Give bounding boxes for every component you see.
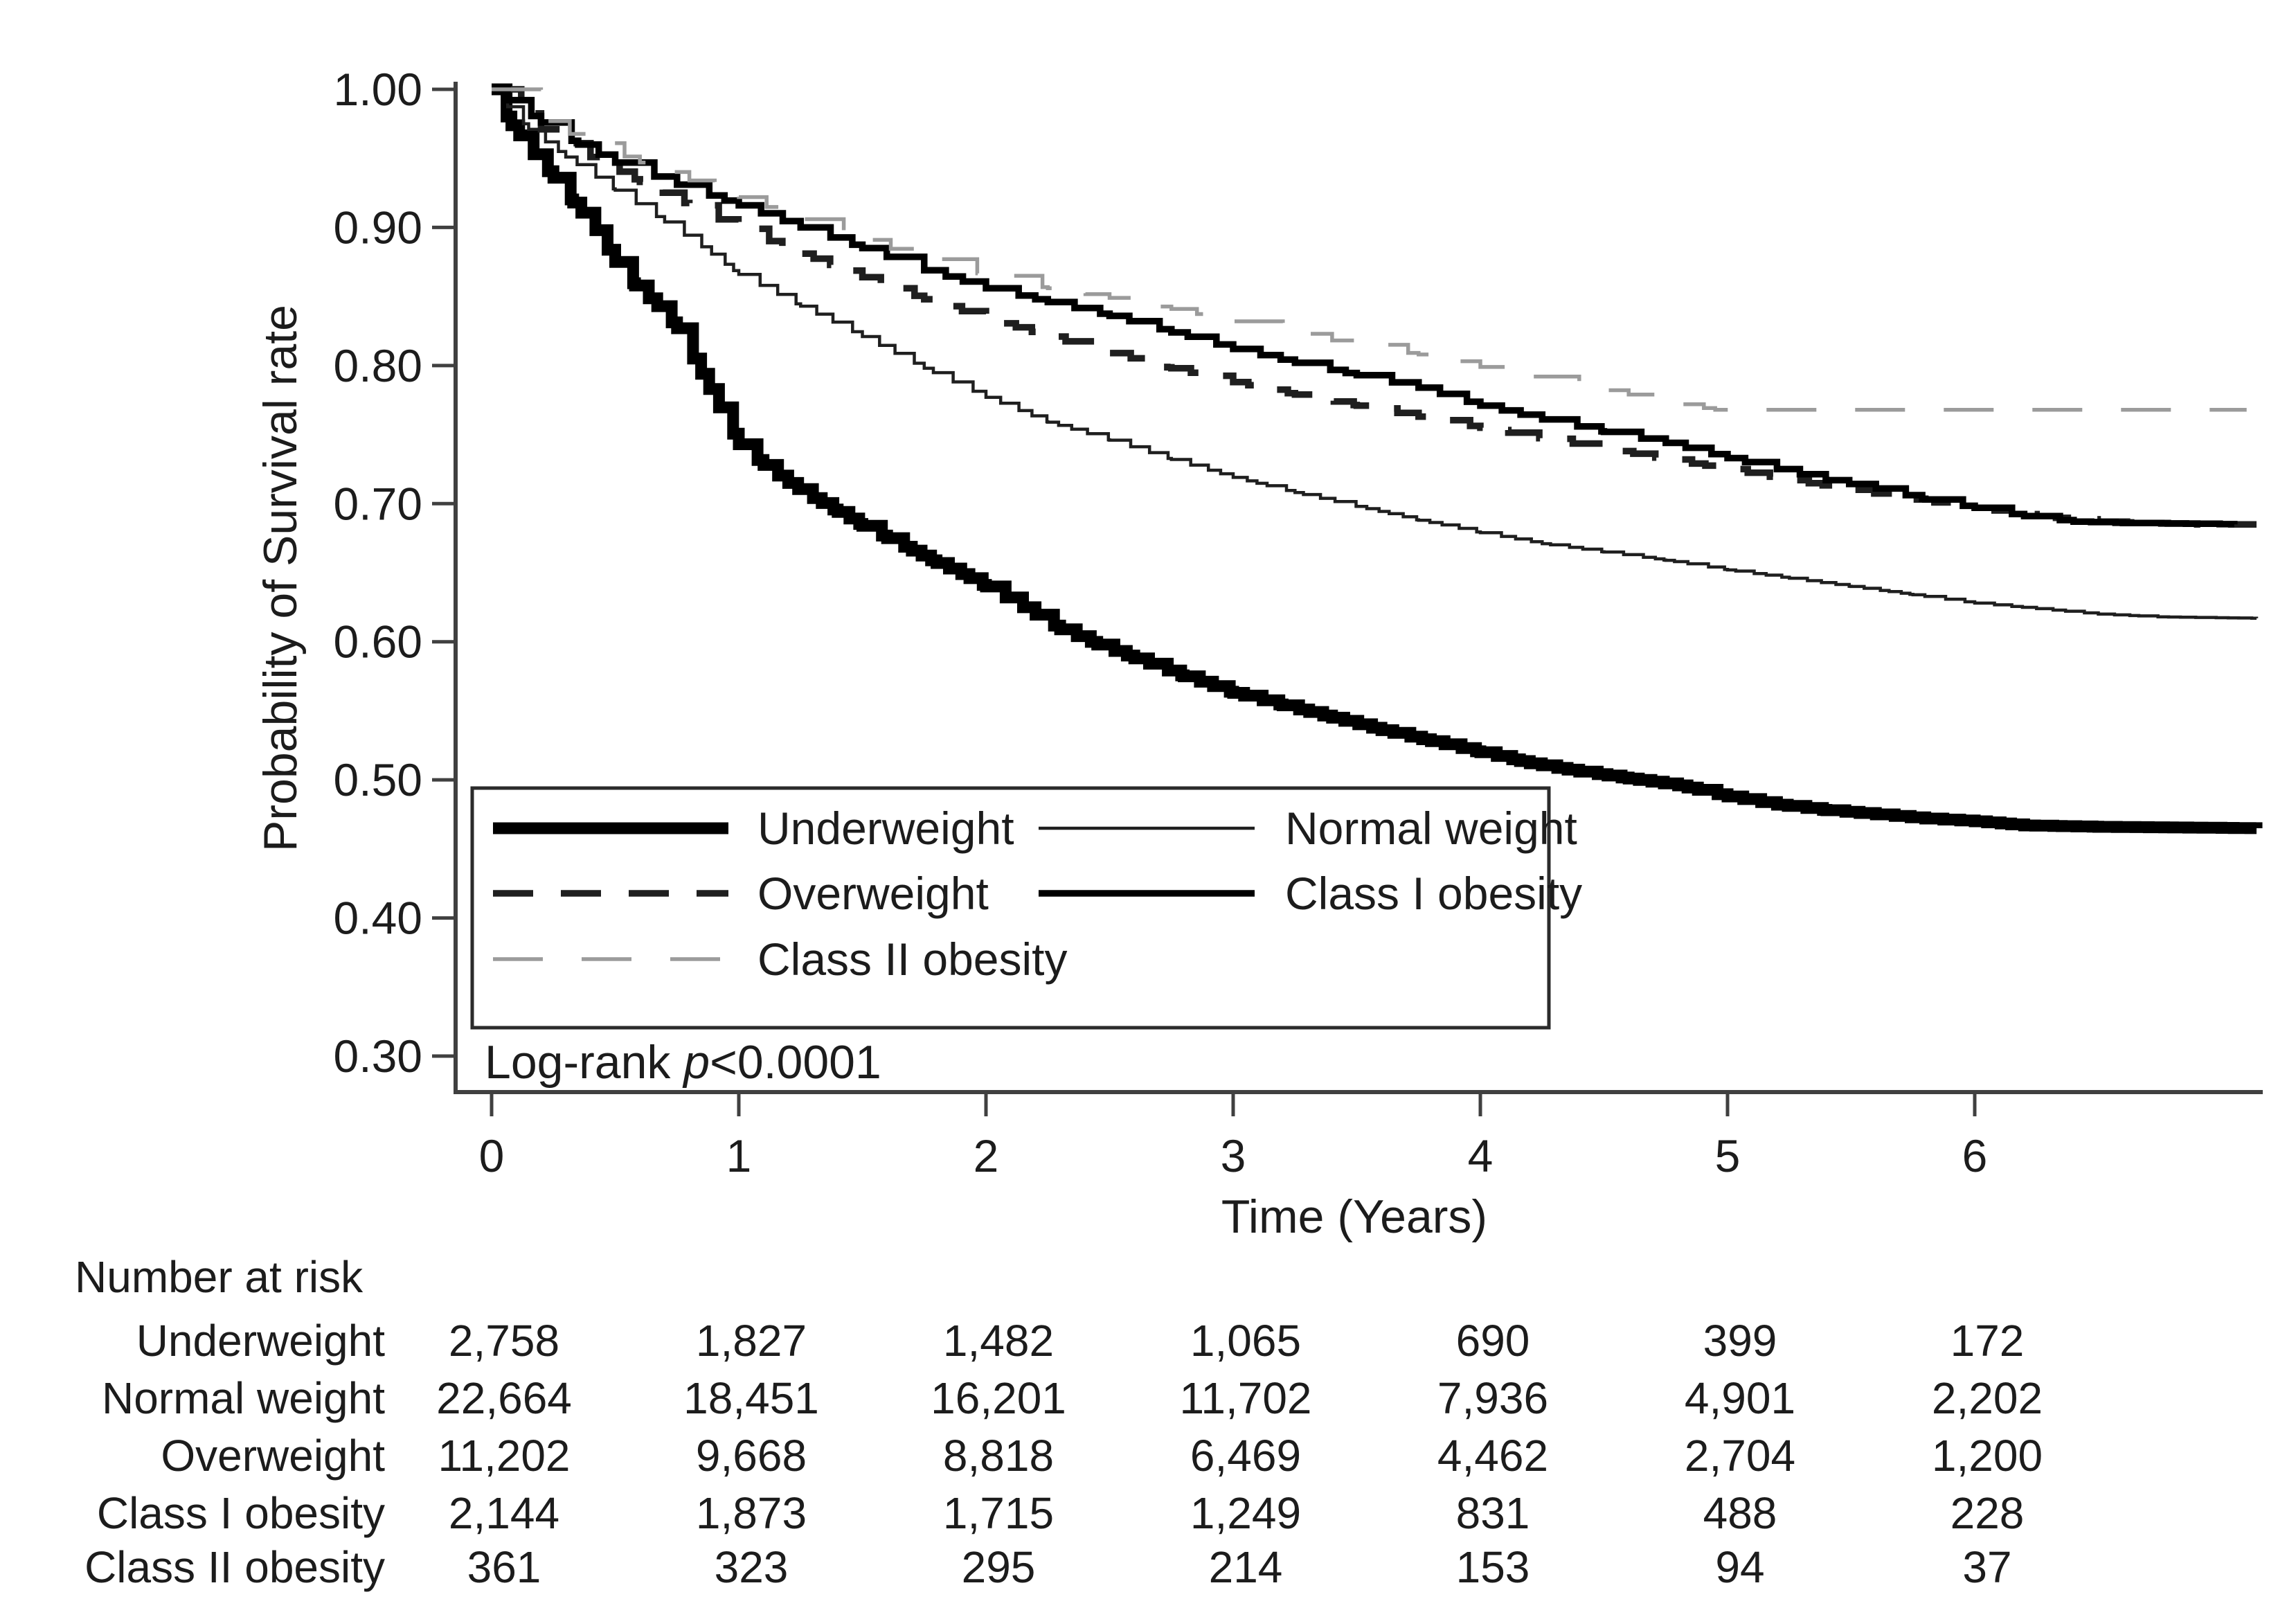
curve-overweight bbox=[492, 86, 2257, 528]
legend-label-class-ii-obesity: Class II obesity bbox=[757, 933, 1068, 985]
risk-value: 11,702 bbox=[1180, 1373, 1312, 1423]
risk-value: 172 bbox=[1950, 1316, 2025, 1366]
risk-value: 153 bbox=[1456, 1542, 1530, 1592]
legend-label-normal-weight: Normal weight bbox=[1285, 803, 1577, 854]
risk-value: 2,704 bbox=[1685, 1431, 1795, 1481]
risk-value: 399 bbox=[1703, 1316, 1777, 1366]
y-tick-label: 1.00 bbox=[334, 64, 422, 115]
risk-value: 94 bbox=[1715, 1542, 1764, 1592]
risk-value: 831 bbox=[1456, 1488, 1530, 1538]
y-tick-label: 0.60 bbox=[334, 616, 422, 668]
risk-value: 1,827 bbox=[696, 1316, 807, 1366]
legend-frame bbox=[470, 786, 1551, 1030]
x-axis-title: Time (Years) bbox=[1221, 1190, 1487, 1243]
risk-value: 4,462 bbox=[1437, 1431, 1548, 1481]
log-rank-annotation: Log-rank p<0.0001 bbox=[485, 1036, 881, 1089]
x-tick-label: 0 bbox=[479, 1130, 505, 1181]
risk-value: 2,758 bbox=[449, 1316, 559, 1366]
y-tick-label: 0.80 bbox=[334, 340, 422, 391]
risk-value: 7,936 bbox=[1437, 1373, 1548, 1423]
risk-value: 4,901 bbox=[1685, 1373, 1795, 1423]
legend-label-class-i-obesity: Class I obesity bbox=[1285, 868, 1582, 919]
risk-value: 488 bbox=[1703, 1488, 1777, 1538]
plot-axes bbox=[454, 82, 2263, 1094]
log-rank-p-italic: p bbox=[682, 1036, 710, 1089]
y-tick-label: 0.90 bbox=[334, 202, 422, 253]
risk-value: 11,202 bbox=[438, 1431, 571, 1481]
risk-value: 361 bbox=[467, 1542, 541, 1592]
risk-value: 1,715 bbox=[943, 1488, 1054, 1538]
risk-value: 37 bbox=[1962, 1542, 2011, 1592]
curve-class-ii-obesity bbox=[492, 87, 2247, 412]
risk-value: 2,202 bbox=[1932, 1373, 2043, 1423]
x-tick-label: 4 bbox=[1468, 1130, 1494, 1181]
y-tick-label: 0.30 bbox=[334, 1030, 422, 1082]
x-tick-label: 2 bbox=[974, 1130, 999, 1181]
risk-value: 1,482 bbox=[943, 1316, 1054, 1366]
curve-underweight bbox=[492, 83, 2263, 834]
x-tick-label: 5 bbox=[1715, 1130, 1741, 1181]
risk-value: 2,144 bbox=[449, 1488, 559, 1538]
risk-row-label-class-i-obesity: Class I obesity bbox=[97, 1488, 385, 1538]
risk-value: 6,469 bbox=[1190, 1431, 1301, 1481]
risk-value: 323 bbox=[715, 1542, 789, 1592]
legend-label-overweight: Overweight bbox=[757, 868, 989, 919]
legend-box: Underweight Normal weight Overweight Class … bbox=[470, 786, 1582, 1030]
log-rank-prefix: Log-rank bbox=[485, 1036, 683, 1089]
curve-class-i-obesity bbox=[492, 86, 2238, 528]
y-axis-title: Probability of Survival rate bbox=[254, 305, 307, 852]
survival-curves bbox=[492, 83, 2263, 834]
x-tick-label: 1 bbox=[726, 1130, 752, 1181]
risk-value: 8,818 bbox=[943, 1431, 1054, 1481]
x-axis-ticks: 0 1 2 3 4 5 6 bbox=[479, 1092, 1988, 1181]
risk-row-label-class-ii-obesity: Class II obesity bbox=[84, 1542, 385, 1592]
risk-value: 214 bbox=[1209, 1542, 1283, 1592]
risk-value: 295 bbox=[962, 1542, 1036, 1592]
risk-table-title: Number at risk bbox=[75, 1252, 364, 1302]
risk-value: 690 bbox=[1456, 1316, 1530, 1366]
risk-value: 22,664 bbox=[436, 1373, 572, 1423]
y-tick-label: 0.50 bbox=[334, 754, 422, 805]
y-axis-ticks: 1.00 0.90 0.80 0.70 0.60 0.50 0.40 0.30 bbox=[334, 64, 456, 1082]
curve-normal-weight bbox=[492, 87, 2259, 620]
risk-table: Underweight 2,758 1,827 1,482 1,065 690 399 172… bbox=[84, 1316, 2043, 1592]
risk-value: 1,200 bbox=[1932, 1431, 2043, 1481]
risk-row-label-normal-weight: Normal weight bbox=[102, 1373, 385, 1423]
risk-value: 16,201 bbox=[931, 1373, 1066, 1423]
risk-value: 1,249 bbox=[1190, 1488, 1301, 1538]
log-rank-suffix: <0.0001 bbox=[710, 1036, 881, 1089]
risk-value: 9,668 bbox=[696, 1431, 807, 1481]
risk-value: 18,451 bbox=[683, 1373, 819, 1423]
risk-value: 228 bbox=[1950, 1488, 2025, 1538]
legend-label-underweight: Underweight bbox=[757, 803, 1014, 854]
risk-value: 1,873 bbox=[696, 1488, 807, 1538]
y-tick-label: 0.70 bbox=[334, 478, 422, 529]
risk-row-label-overweight: Overweight bbox=[161, 1431, 385, 1481]
risk-row-label-underweight: Underweight bbox=[136, 1316, 386, 1366]
y-tick-label: 0.40 bbox=[334, 893, 422, 944]
x-tick-label: 6 bbox=[1962, 1130, 1988, 1181]
risk-value: 1,065 bbox=[1190, 1316, 1301, 1366]
x-tick-label: 3 bbox=[1221, 1130, 1246, 1181]
